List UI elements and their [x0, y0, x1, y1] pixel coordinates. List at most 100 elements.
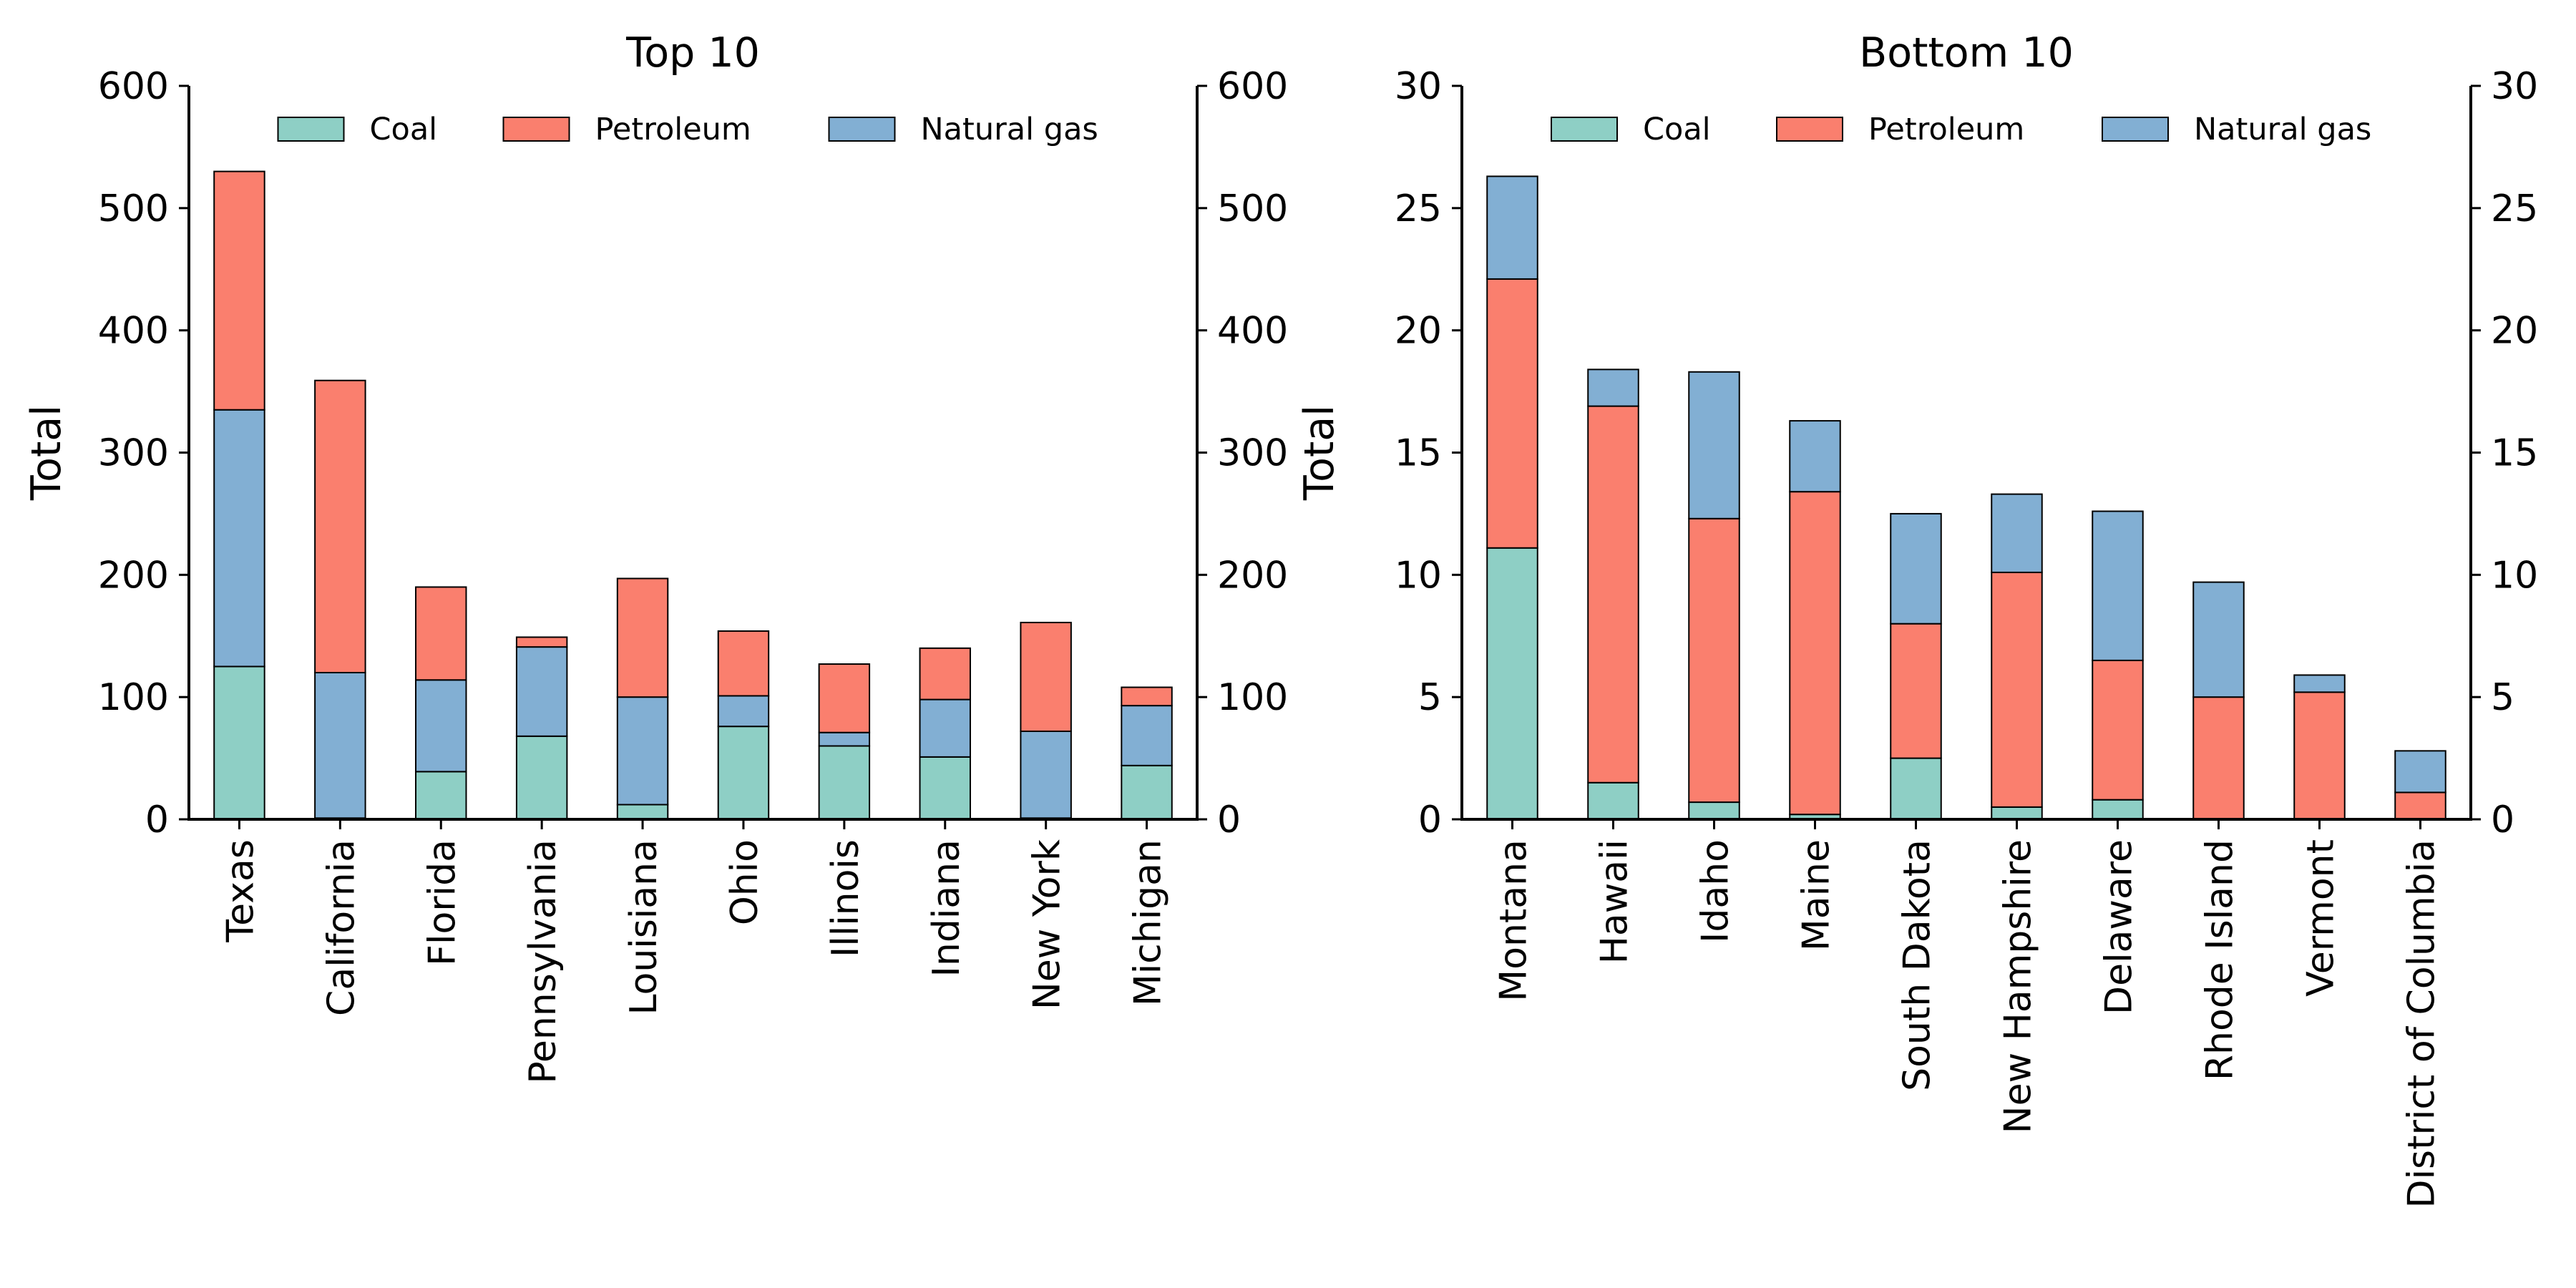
y-tick-label: 5 [1418, 676, 1442, 719]
y-tick-label: 0 [145, 799, 169, 841]
legend-swatch-petroleum [502, 117, 570, 142]
legend-label: Coal [370, 112, 438, 147]
x-tick-label: Maine [1795, 839, 1838, 951]
bar-natural-gas [213, 409, 265, 668]
bar-coal [1890, 757, 1942, 821]
chart-title: Top 10 [625, 29, 760, 77]
legend-swatch-coal [277, 117, 345, 142]
y-axis-label: Total [23, 405, 70, 501]
y-tick-label: 15 [1395, 432, 1442, 475]
bar-petroleum [1020, 621, 1072, 732]
bar-natural-gas [1890, 512, 1942, 625]
legend: Coal Petroleum Natural gas [1551, 112, 2371, 147]
legend-label: Coal [1643, 112, 1711, 147]
x-tick-label: Vermont [2300, 839, 2343, 997]
bar-petroleum [1890, 623, 1942, 759]
chart-panel-1: Top 10 0 0 100 100 200 200 300 300 400 400 500 500 60… [23, 29, 1288, 1084]
legend-swatch-natural-gas [828, 117, 896, 142]
x-tick-label: California [320, 839, 363, 1016]
bar-petroleum [717, 630, 770, 697]
bar-natural-gas [2192, 581, 2245, 698]
y-tick-label: 100 [98, 676, 169, 719]
y-tick-label: 10 [1395, 554, 1442, 597]
x-tick-label: Montana [1493, 839, 1536, 1002]
legend: Coal Petroleum Natural gas [277, 112, 1098, 147]
y-tick-label-right: 600 [1217, 65, 1288, 108]
bar-petroleum [2293, 691, 2346, 820]
x-tick-label: District of Columbia [2401, 839, 2444, 1208]
x-tick-label: Louisiana [623, 839, 665, 1015]
bar-coal [515, 735, 568, 821]
bar-petroleum [2192, 696, 2245, 821]
legend-swatch-petroleum [1776, 117, 1843, 142]
x-tick-label: Florida [421, 839, 464, 966]
chart-panel-2: Bottom 10 0 0 5 5 10 10 15 15 20 20 25 25 30 30 Total Mo… [1296, 29, 2538, 1208]
x-tick-label: South Dakota [1896, 839, 1939, 1091]
bar-coal [1587, 781, 1639, 820]
y-tick-label-right: 400 [1217, 310, 1288, 353]
bar-coal [1688, 801, 1740, 821]
legend-label: Natural gas [2194, 112, 2371, 147]
bar-coal [717, 726, 770, 821]
y-tick-label: 25 [1395, 187, 1442, 230]
y-tick-label: 20 [1395, 310, 1442, 353]
x-tick-label: Pennsylvania [522, 839, 565, 1084]
x-tick-label: Michigan [1127, 839, 1170, 1006]
legend-swatch-natural-gas [2102, 117, 2169, 142]
bar-natural-gas [1020, 731, 1072, 819]
bar-petroleum [919, 647, 971, 701]
bar-natural-gas [2092, 510, 2144, 661]
y-tick-label-right: 20 [2491, 310, 2538, 353]
y-tick-label-right: 300 [1217, 432, 1288, 475]
bar-coal [818, 745, 871, 820]
bar-natural-gas [1789, 420, 1841, 493]
y-tick-label-right: 100 [1217, 676, 1288, 719]
bar-natural-gas [616, 696, 669, 806]
y-tick-label-right: 200 [1217, 554, 1288, 597]
bar-petroleum [1688, 517, 1740, 804]
bar-natural-gas [919, 698, 971, 758]
bar-petroleum [314, 379, 366, 673]
x-tick-label: Rhode Island [2199, 839, 2242, 1080]
bar-natural-gas [314, 672, 366, 819]
x-tick-label: Idaho [1694, 839, 1737, 943]
chart-title: Bottom 10 [1859, 29, 2074, 77]
legend-swatch-coal [1551, 117, 1618, 142]
bar-natural-gas [1991, 493, 2043, 573]
bar-coal [919, 756, 971, 820]
bar-petroleum [1121, 686, 1173, 707]
x-tick-label: Hawaii [1594, 839, 1636, 964]
x-tick-label: Texas [219, 839, 262, 943]
y-tick-label: 200 [98, 554, 169, 597]
bar-petroleum [1486, 278, 1538, 549]
y-tick-label: 300 [98, 432, 169, 475]
legend-label: Natural gas [921, 112, 1098, 147]
bar-petroleum [213, 170, 265, 411]
bar-petroleum [515, 636, 568, 648]
bar-natural-gas [717, 695, 770, 728]
bar-natural-gas [1486, 175, 1538, 280]
bar-natural-gas [1121, 705, 1173, 766]
y-tick-label-right: 0 [1217, 799, 1241, 841]
y-tick-label: 0 [1418, 799, 1442, 841]
y-tick-label: 500 [98, 187, 169, 230]
y-tick-label-right: 0 [2491, 799, 2514, 841]
y-tick-label-right: 25 [2491, 187, 2538, 230]
bar-natural-gas [515, 646, 568, 737]
bar-natural-gas [1688, 371, 1740, 519]
x-tick-label: New Hampshire [1997, 839, 2040, 1133]
bar-petroleum [2394, 791, 2446, 820]
y-tick-label-right: 5 [2491, 676, 2514, 719]
bar-petroleum [1587, 405, 1639, 784]
legend-label: Petroleum [1868, 112, 2024, 147]
y-tick-label-right: 30 [2491, 65, 2538, 108]
y-tick-label-right: 10 [2491, 554, 2538, 597]
bar-petroleum [2092, 659, 2144, 801]
bar-petroleum [1789, 491, 1841, 816]
bar-petroleum [616, 577, 669, 698]
y-tick-label: 600 [98, 65, 169, 108]
bar-natural-gas [2394, 750, 2446, 794]
bar-coal [1121, 764, 1173, 821]
